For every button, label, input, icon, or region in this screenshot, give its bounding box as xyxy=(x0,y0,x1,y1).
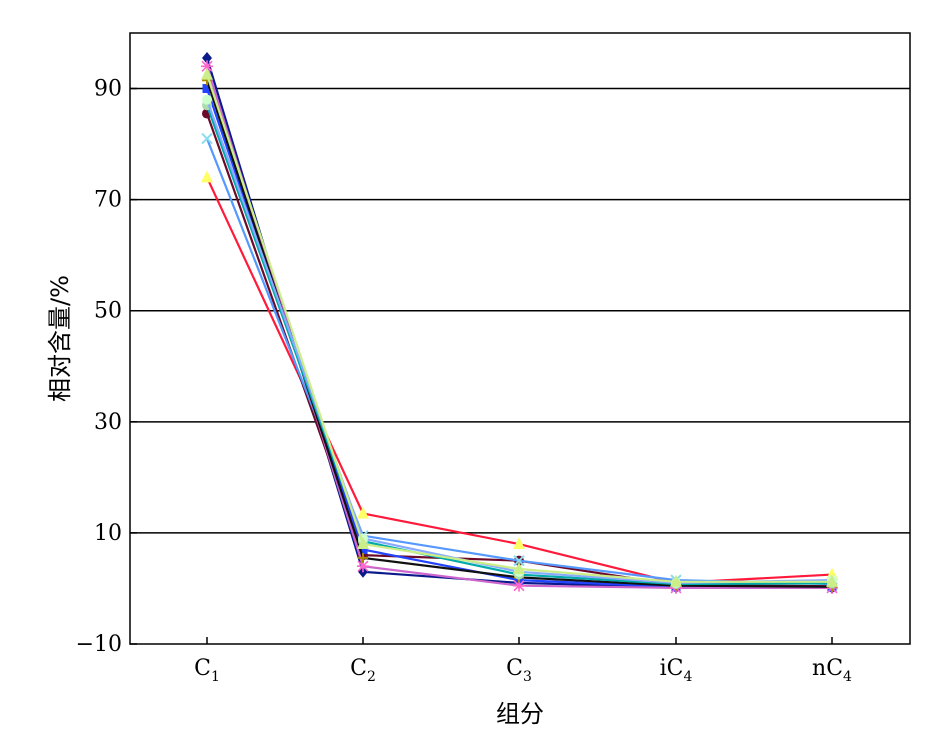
data-point xyxy=(670,574,682,587)
data-point xyxy=(357,506,369,519)
y-tick-label: −10 xyxy=(76,632,122,657)
x-axis-title: 组分 xyxy=(496,700,544,728)
series-line xyxy=(205,99,833,585)
data-point xyxy=(513,579,525,592)
series-line xyxy=(205,57,833,589)
data-point xyxy=(513,562,525,575)
series-line xyxy=(205,104,833,586)
data-point xyxy=(202,94,212,105)
data-point xyxy=(201,132,213,145)
data-point xyxy=(202,51,212,64)
data-point xyxy=(201,67,213,80)
y-tick-label: 90 xyxy=(94,77,122,102)
grid-lines xyxy=(130,87,910,534)
data-point xyxy=(357,560,369,573)
data-point xyxy=(513,554,525,567)
data-point xyxy=(826,574,838,587)
x-tick-label: C3 xyxy=(506,656,532,685)
series-line xyxy=(205,74,832,583)
x-tick-label: iC4 xyxy=(660,656,693,685)
series-line xyxy=(205,65,832,589)
x-tick-label: C2 xyxy=(350,656,376,685)
data-point xyxy=(357,537,369,550)
plot-frame xyxy=(129,32,911,645)
data-point xyxy=(201,170,213,183)
y-tick-label: 70 xyxy=(94,188,122,213)
series-line xyxy=(205,88,833,589)
x-tick-label: C1 xyxy=(194,656,220,685)
y-tick-label: 50 xyxy=(94,299,122,324)
series-line xyxy=(205,79,833,588)
data-point xyxy=(358,545,368,555)
data-point xyxy=(201,60,213,73)
series-line xyxy=(205,113,833,588)
tick-layer: −10 10 30 50 70 90 C1 C2 C3 iC4 nC4 xyxy=(76,77,852,685)
data-point xyxy=(513,537,525,550)
y-tick-label: 10 xyxy=(94,521,122,546)
series-layer xyxy=(201,51,838,594)
y-tick-label: 30 xyxy=(94,410,122,435)
y-axis-title: 相对含量/% xyxy=(46,275,74,402)
data-point xyxy=(358,552,368,563)
data-point xyxy=(202,84,212,94)
x-tick-label: nC4 xyxy=(812,656,852,685)
